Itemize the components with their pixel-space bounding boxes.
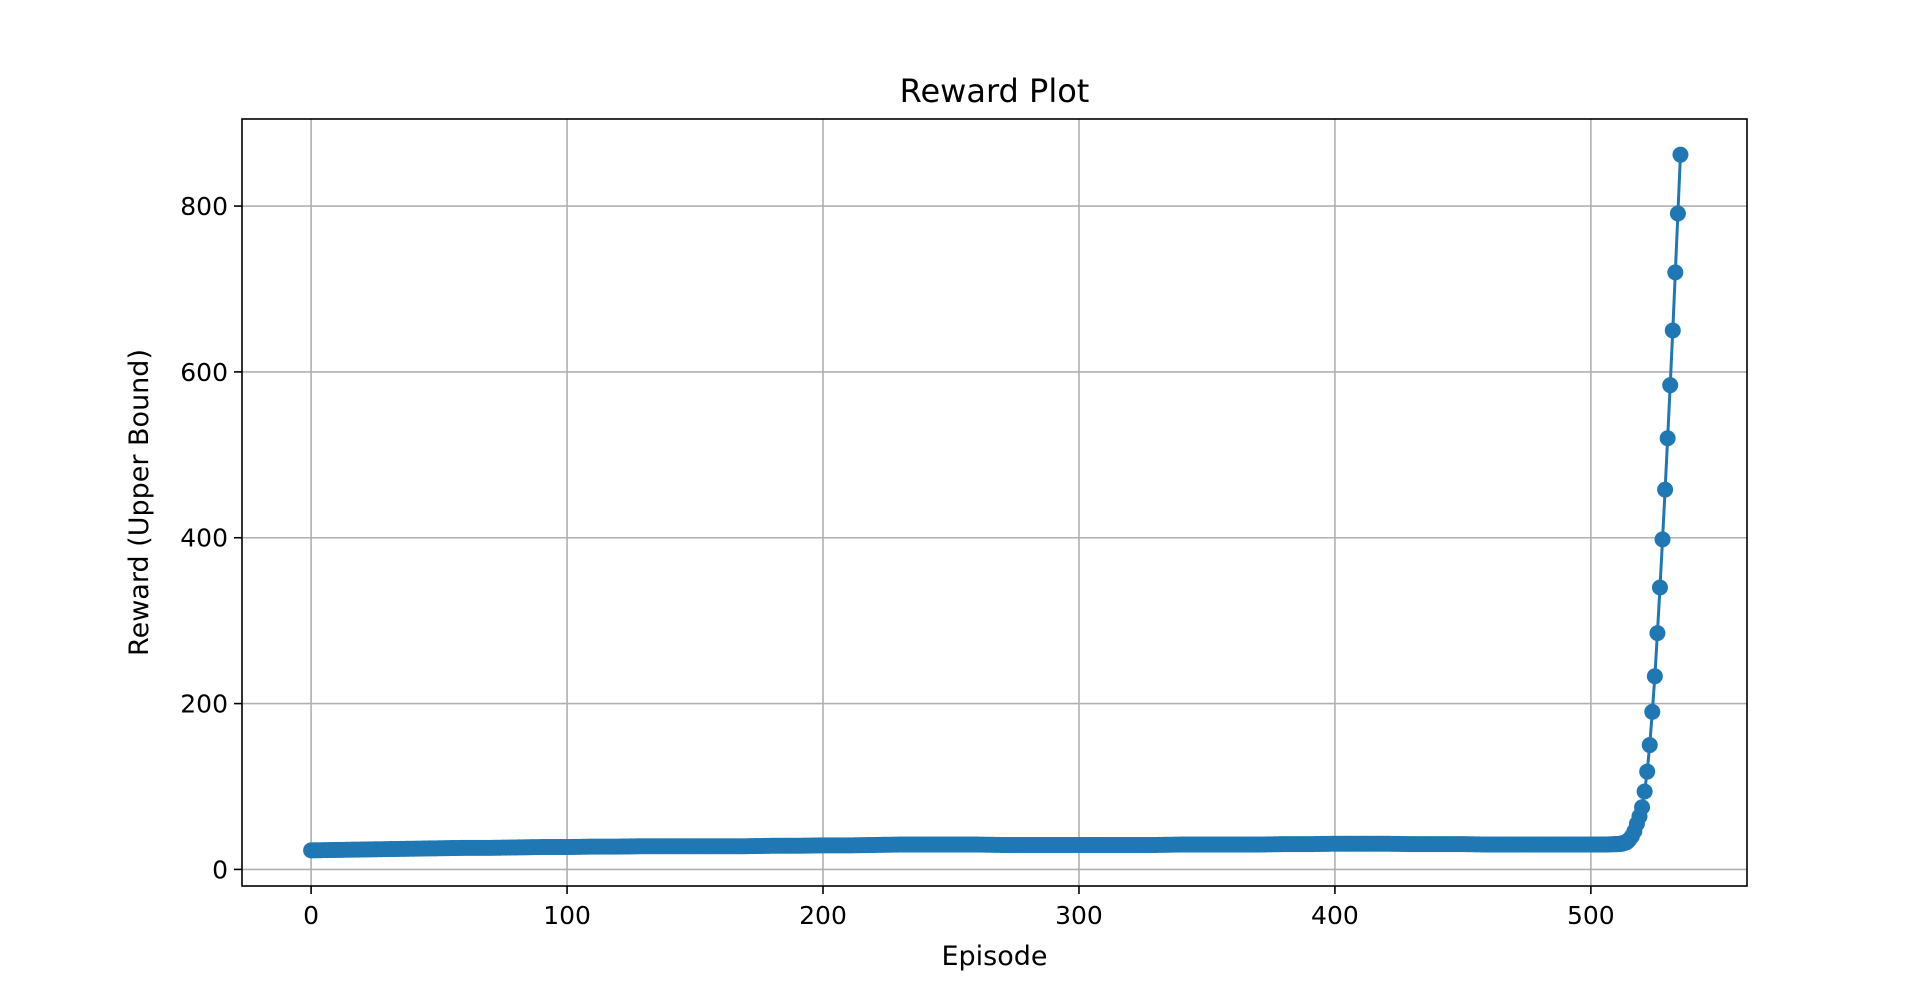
grid-lines <box>242 119 1747 886</box>
y-axis-label: Reward (Upper Bound) <box>124 349 155 656</box>
data-point-marker <box>1641 737 1658 754</box>
y-tick-label: 200 <box>180 690 228 719</box>
x-tick-label: 500 <box>1567 901 1615 930</box>
x-tick-label: 400 <box>1311 901 1359 930</box>
data-point-marker <box>1672 146 1689 163</box>
data-point-marker <box>1620 831 1637 848</box>
series-layer <box>303 146 1689 859</box>
data-point-marker <box>1654 531 1671 548</box>
x-tick-label: 300 <box>1055 901 1103 930</box>
data-point-marker <box>1646 668 1663 685</box>
data-point-marker <box>1669 205 1686 222</box>
plot-area-frame <box>241 118 1748 887</box>
chart-title: Reward Plot <box>900 72 1090 110</box>
data-point-marker <box>1644 703 1661 720</box>
data-point-marker <box>1639 763 1656 780</box>
y-tick-label: 0 <box>212 855 228 884</box>
x-tick-label: 200 <box>799 901 847 930</box>
series-line <box>311 154 1682 852</box>
data-point-marker <box>1662 377 1679 394</box>
y-tick-label: 600 <box>180 358 228 387</box>
data-point-marker <box>1657 481 1674 498</box>
data-point-marker <box>1659 430 1676 447</box>
x-tick-label: 100 <box>543 901 591 930</box>
y-tick-label: 800 <box>180 192 228 221</box>
x-tick-label: 0 <box>303 901 319 930</box>
data-point-marker <box>1634 799 1651 816</box>
data-point-marker <box>1651 579 1668 596</box>
data-point-marker <box>1664 322 1681 339</box>
data-point-marker <box>1636 783 1653 800</box>
axis-ticks: 0 100 200 300 400 500 0 200 400 600 800 <box>180 192 1614 930</box>
data-point-marker <box>1667 264 1684 281</box>
y-tick-label: 400 <box>180 524 228 553</box>
data-point-marker <box>1649 625 1666 642</box>
x-axis-label: Episode <box>941 941 1047 972</box>
